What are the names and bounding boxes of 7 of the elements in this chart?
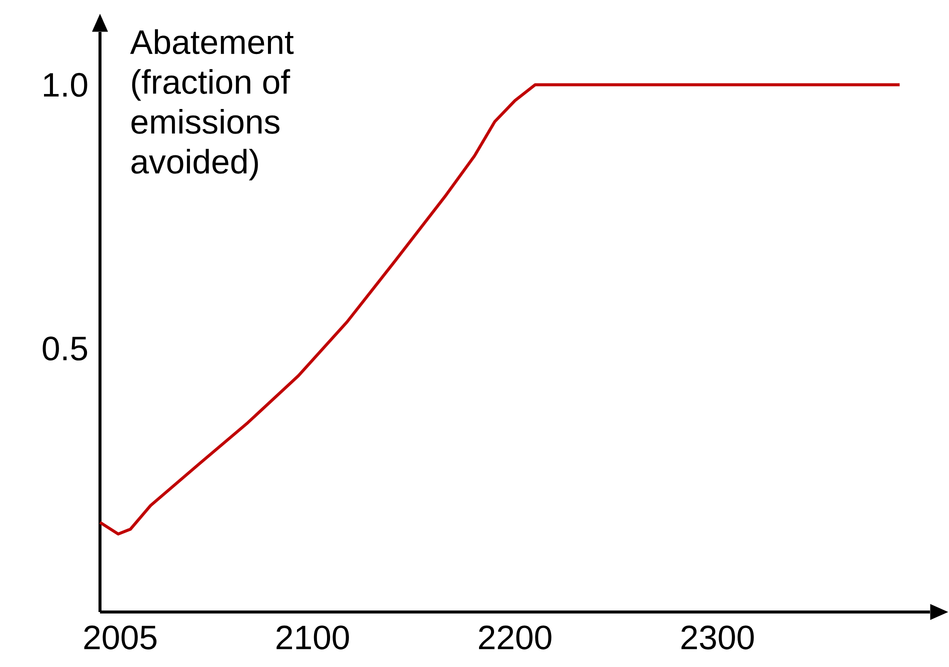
x-tick-label: 2005	[84, 625, 156, 650]
y-tick-label: 0.5	[42, 336, 88, 361]
x-tick-label: 2100	[276, 625, 349, 650]
y-axis-title: Abatement (fraction of emissions avoided)	[130, 29, 294, 180]
y-tick-label: 1.0	[44, 72, 88, 97]
x-tick-label: 2300	[681, 625, 754, 650]
x-tick-label: 2200	[479, 625, 552, 650]
